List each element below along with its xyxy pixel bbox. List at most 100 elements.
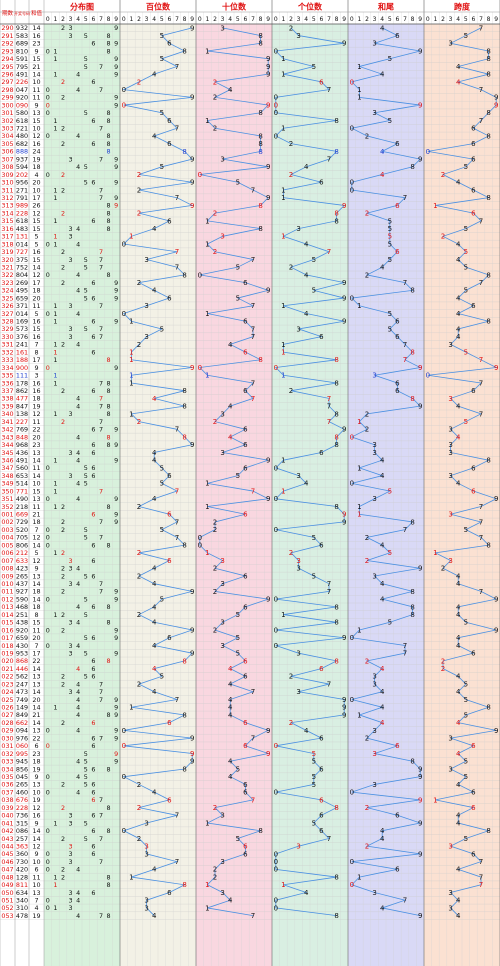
trend-point-span: 6: [471, 156, 476, 164]
digit-header-span-8: 8: [487, 16, 491, 23]
issue-cell: 340: [1, 410, 13, 418]
dist-digit: 3: [69, 302, 73, 310]
dist-digit: 3: [69, 565, 73, 573]
number-cell: 727: [16, 248, 28, 256]
trend-point-hundreds: 2: [137, 680, 141, 688]
trend-point-hundreds: 7: [175, 426, 179, 434]
number-cell: 446: [16, 665, 28, 673]
dist-digit: 7: [99, 580, 103, 588]
sum-cell: 21: [32, 63, 40, 71]
issue-cell: 347: [1, 464, 13, 472]
trend-point-hundreds: 7: [175, 264, 179, 272]
sum-cell: 9: [34, 47, 38, 55]
dist-digit: 7: [99, 302, 103, 310]
trend-point-span: 3: [448, 441, 452, 449]
issue-cell: 324: [1, 287, 13, 295]
trend-point-sumtail: 2: [365, 410, 369, 418]
dist-digit: 9: [114, 55, 118, 63]
dist-digit: 1: [53, 341, 57, 349]
sum-cell: 11: [32, 626, 40, 634]
sum-cell: 11: [32, 873, 40, 881]
dist-digit: 4: [76, 704, 80, 712]
dist-digit: 6: [91, 842, 95, 850]
trend-point-hundreds: 4: [152, 789, 157, 797]
trend-point-tens: 2: [213, 565, 217, 573]
digit-header-dist-5: 5: [84, 16, 88, 23]
sum-cell: 16: [32, 248, 40, 256]
trend-point-units: 7: [327, 403, 331, 411]
issue-cell: 302: [1, 117, 13, 125]
dist-digit: 0: [46, 541, 50, 549]
digit-header-sumtail-4: 4: [380, 16, 384, 23]
trend-point-units: 2: [289, 549, 293, 557]
sum-cell: 15: [32, 256, 40, 264]
number-cell: 218: [16, 503, 28, 511]
issue-cell: 004: [1, 534, 13, 542]
trend-point-tens: 2: [213, 873, 217, 881]
trend-point-tens: 2: [213, 125, 217, 133]
trend-point-hundreds: 9: [190, 179, 194, 187]
dist-digit: 0: [46, 171, 50, 179]
trend-point-hundreds: 2: [137, 78, 141, 86]
dist-digit: 7: [99, 395, 103, 403]
trend-point-sumtail: 9: [418, 156, 422, 164]
sum-cell: 12: [32, 534, 40, 542]
number-cell: 241: [16, 341, 28, 349]
trend-point-tens: 2: [213, 588, 217, 596]
issue-cell: 013: [1, 603, 13, 611]
dist-digit: 0: [46, 827, 50, 835]
dist-digit: 4: [76, 271, 80, 279]
trend-point-units: 5: [312, 63, 316, 71]
trend-point-sumtail: 4: [380, 688, 385, 696]
issue-cell: 296: [1, 70, 13, 78]
trend-point-span: 8: [486, 827, 490, 835]
dist-digit: 5: [84, 63, 88, 71]
issue-cell: 052: [1, 904, 13, 912]
trend-point-sumtail: 2: [365, 657, 369, 665]
issue-cell: 293: [1, 47, 13, 55]
issue-cell: 290: [1, 24, 13, 32]
trend-point-span: 7: [479, 881, 483, 889]
trend-point-units: 0: [274, 495, 278, 503]
dist-digit: 4: [76, 86, 80, 94]
trend-point-hundreds: 9: [190, 588, 194, 596]
sum-cell: 22: [32, 734, 40, 742]
dist-digit: 5: [84, 179, 88, 187]
trend-point-span: 6: [471, 789, 476, 797]
trend-point-sumtail: 1: [357, 873, 361, 881]
trend-point-span: 6: [471, 850, 476, 858]
dist-digit: 5: [84, 773, 88, 781]
dist-digit: 9: [114, 495, 118, 503]
trend-point-hundreds: 0: [122, 827, 126, 835]
dist-digit: 1: [53, 318, 57, 326]
dist-digit: 0: [46, 47, 50, 55]
trend-point-sumtail: 3: [372, 109, 376, 117]
dist-digit: 1: [53, 217, 57, 225]
dist-digit: 7: [99, 333, 103, 341]
trend-point-units: 0: [274, 94, 278, 102]
trend-point-hundreds: 7: [175, 534, 179, 542]
sum-cell: 16: [32, 318, 40, 326]
dist-digit: 7: [99, 418, 103, 426]
trend-point-units: 1: [281, 233, 285, 241]
trend-point-hundreds: 5: [160, 596, 164, 604]
issue-cell: 021: [1, 665, 13, 673]
trend-point-hundreds: 4: [152, 287, 157, 295]
dist-digit: 2: [61, 866, 65, 874]
trend-point-sumtail: 3: [372, 889, 376, 897]
trend-point-units: 0: [274, 109, 278, 117]
trend-point-sumtail: 4: [380, 580, 385, 588]
dist-digit: 6: [91, 464, 95, 472]
trend-point-hundreds: 2: [137, 611, 141, 619]
dist-digit: 8: [107, 441, 111, 449]
sum-cell: 13: [32, 680, 40, 688]
trend-point-units: 5: [312, 534, 316, 542]
number-cell: 423: [16, 565, 28, 573]
trend-point-span: 5: [464, 680, 468, 688]
trend-point-hundreds: 2: [137, 341, 141, 349]
issue-cell: 051: [1, 897, 13, 905]
trend-point-tens: 9: [266, 457, 270, 465]
number-cell: 375: [16, 256, 28, 264]
number-cell: 849: [16, 711, 28, 719]
trend-point-sumtail: 9: [418, 101, 422, 109]
